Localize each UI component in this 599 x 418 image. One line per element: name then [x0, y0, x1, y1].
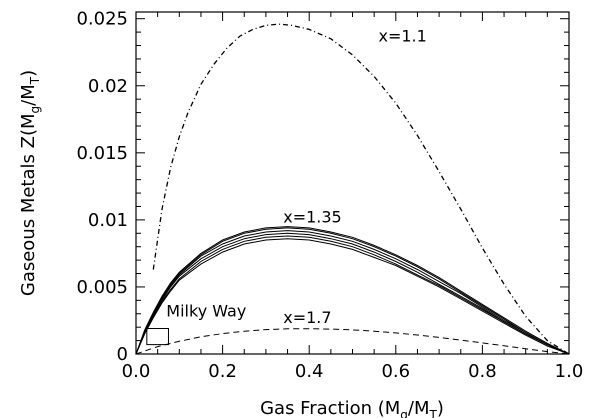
series-layer — [135, 23, 570, 355]
series-line-5 — [135, 235, 570, 355]
y-tick-label-1: 0.005 — [76, 277, 128, 298]
series-line-3 — [135, 230, 570, 355]
annotation-label-0: x=1.1 — [378, 27, 426, 46]
x-tick-label-3: 0.6 — [381, 361, 410, 382]
series-line-7 — [135, 328, 570, 355]
x-axis-label: Gas Fraction (Mg/MT) — [260, 398, 444, 418]
annotation-label-3: Milky Way — [166, 301, 246, 320]
axis-layer: 0.0 0.2 0.4 0.6 0.8 1.0 0 0.005 0.01 0.015 0.02 0.0… — [76, 9, 583, 382]
milky-way-box — [146, 328, 169, 346]
annotation-label-2: x=1.7 — [283, 308, 331, 327]
annotation-layer: x=1.1 x=1.35 x=1.7 Milky Way — [166, 27, 426, 328]
y-tick-label-4: 0.02 — [88, 76, 128, 97]
series-line-0 — [152, 23, 570, 355]
x-tick-label-5: 1.0 — [555, 361, 584, 382]
x-tick-label-2: 0.4 — [295, 361, 324, 382]
y-tick-label-5: 0.025 — [76, 9, 128, 30]
series-line-2 — [135, 227, 570, 355]
y-axis-label: Gaseous Metals Z(Mg/MT) — [18, 70, 42, 296]
series-line-6 — [135, 238, 570, 355]
series-line-1 — [135, 226, 570, 355]
x-tick-label-1: 0.2 — [208, 361, 237, 382]
y-tick-label-2: 0.01 — [88, 210, 128, 231]
y-tick-label-0: 0 — [117, 344, 128, 365]
x-tick-label-4: 0.8 — [468, 361, 497, 382]
annotation-label-1: x=1.35 — [283, 208, 342, 227]
y-tick-label-3: 0.015 — [76, 143, 128, 164]
x-tick-label-0: 0.0 — [122, 361, 151, 382]
series-line-4 — [135, 232, 570, 355]
